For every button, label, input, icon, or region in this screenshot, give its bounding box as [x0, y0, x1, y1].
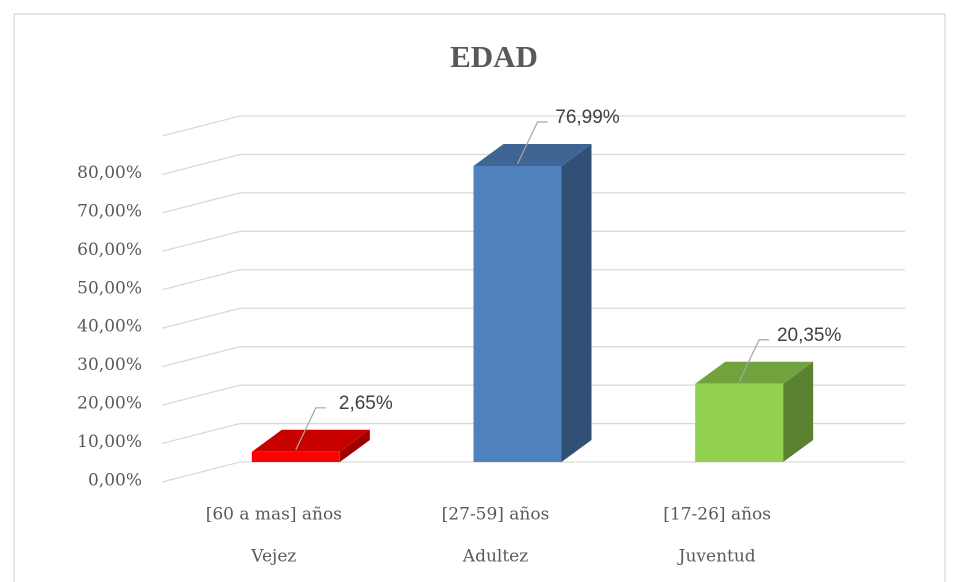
- x-tick-label: [17-26] años: [663, 505, 771, 525]
- x-group-label: Vejez: [250, 547, 296, 567]
- y-tick-label: 20,00%: [77, 394, 142, 414]
- y-tick-label: 70,00%: [77, 201, 142, 221]
- bar-side: [783, 361, 814, 462]
- bar: [473, 166, 562, 462]
- y-tick-label: 30,00%: [77, 355, 142, 375]
- leader-line: [295, 407, 326, 451]
- bar-top: [473, 144, 592, 167]
- grid-line: [161, 422, 241, 445]
- y-tick-label: 0,00%: [88, 471, 142, 491]
- x-tick-label: [60 a mas] años: [206, 505, 342, 525]
- grid-line: [161, 346, 241, 368]
- bar-side: [561, 144, 592, 462]
- leader-line: [738, 339, 770, 383]
- grid-line: [161, 269, 241, 291]
- grid-line: [161, 230, 241, 252]
- bar-side: [339, 429, 370, 462]
- x-group-label: Juventud: [677, 547, 756, 567]
- y-tick-label: 50,00%: [77, 278, 142, 298]
- grid-line: [161, 192, 241, 214]
- grid-line: [161, 384, 241, 406]
- y-tick-label: 10,00%: [77, 432, 142, 452]
- grid-line: [161, 307, 241, 329]
- bar-top: [695, 361, 814, 384]
- data-label: 20,35%: [777, 325, 842, 346]
- leader-line: [516, 121, 548, 165]
- grid-line: [161, 115, 241, 137]
- y-tick-label: 60,00%: [77, 240, 142, 260]
- x-tick-label: [27-59] años: [442, 505, 550, 525]
- bar-top: [251, 429, 370, 452]
- grid-line: [161, 461, 241, 483]
- data-label: 2,65%: [339, 393, 393, 414]
- chart-title: EDAD: [450, 39, 538, 74]
- bar: [251, 451, 340, 462]
- x-group-label: Adultez: [462, 547, 528, 567]
- y-tick-label: 80,00%: [77, 163, 142, 183]
- bar: [695, 383, 784, 462]
- data-label: 76,99%: [555, 107, 620, 128]
- y-tick-label: 40,00%: [77, 317, 142, 337]
- grid-line: [161, 153, 241, 176]
